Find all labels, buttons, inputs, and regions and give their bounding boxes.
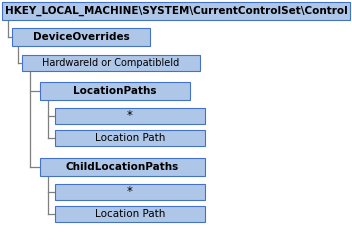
FancyBboxPatch shape — [55, 184, 205, 200]
Text: DeviceOverrides: DeviceOverrides — [33, 32, 130, 42]
FancyBboxPatch shape — [22, 55, 200, 71]
Text: *: * — [127, 185, 133, 199]
Text: HardwareId or CompatibleId: HardwareId or CompatibleId — [42, 58, 180, 68]
Text: Location Path: Location Path — [95, 209, 165, 219]
FancyBboxPatch shape — [55, 206, 205, 222]
FancyBboxPatch shape — [2, 2, 350, 20]
FancyBboxPatch shape — [40, 158, 205, 176]
FancyBboxPatch shape — [40, 82, 190, 100]
Text: LocationPaths: LocationPaths — [73, 86, 157, 96]
FancyBboxPatch shape — [55, 108, 205, 124]
FancyBboxPatch shape — [55, 130, 205, 146]
Text: Location Path: Location Path — [95, 133, 165, 143]
Text: *: * — [127, 110, 133, 122]
Text: HKEY_LOCAL_MACHINE\SYSTEM\CurrentControlSet\Control: HKEY_LOCAL_MACHINE\SYSTEM\CurrentControl… — [5, 6, 347, 16]
FancyBboxPatch shape — [12, 28, 150, 46]
Text: ChildLocationPaths: ChildLocationPaths — [66, 162, 179, 172]
